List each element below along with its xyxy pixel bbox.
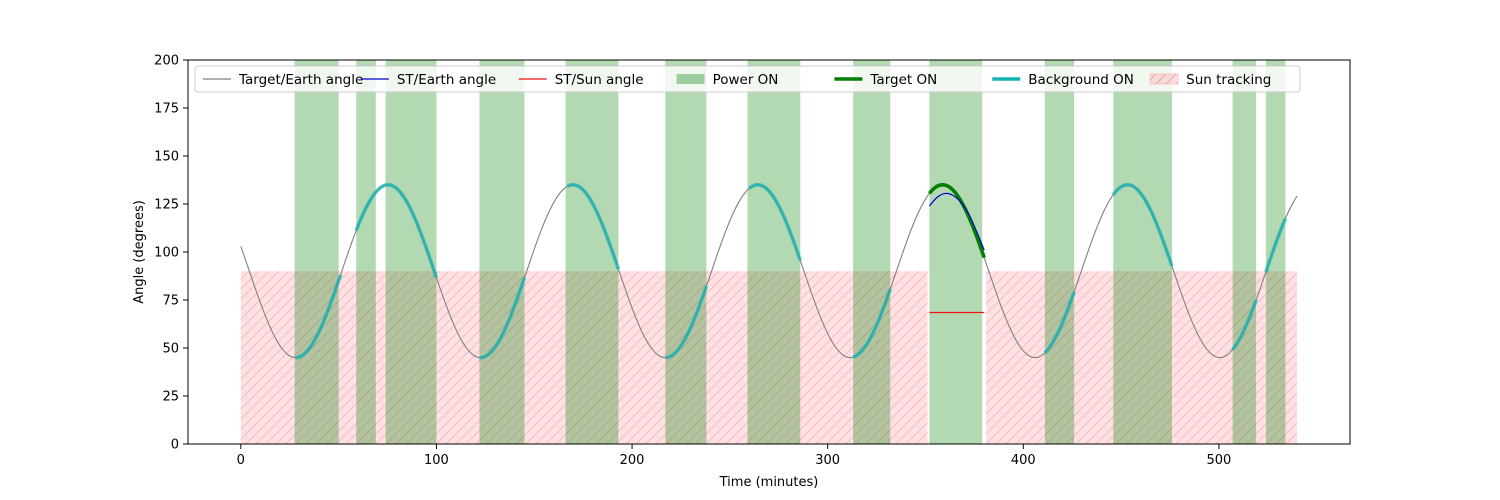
y-tick-label-100: 100 [154,246,179,261]
power-on-span-4 [565,60,619,444]
background-on-segment-2 [479,277,527,360]
legend-label-4: Target ON [869,72,937,88]
y-tick-label-25: 25 [162,390,179,405]
power-on-span-10 [1113,60,1172,444]
x-tick-label-400: 400 [1011,453,1036,468]
legend-handle-3 [676,74,705,84]
lines-layer [240,183,1298,360]
y-tick-label-0: 0 [171,438,179,453]
background-on-segment-0 [295,274,343,360]
legend-label-0: Target/Earth angle [238,72,363,88]
power-on-layer [294,60,1286,444]
legend: Target/Earth angle ST/Earth angle ST/Sun a… [194,65,1301,93]
legend-hatch-6 [1150,74,1179,84]
legend-label-1: ST/Earth angle [397,72,496,88]
power-on-span-3 [479,60,525,444]
power-on-span-8 [929,60,983,444]
legend-box [194,65,1301,93]
background-on-segment-3 [566,183,621,270]
power-on-span-9 [1044,60,1075,444]
x-tick-label-500: 500 [1207,453,1232,468]
y-tick-label-50: 50 [162,342,179,357]
y-tick-label-175: 175 [154,102,179,117]
power-on-span-1 [356,60,376,444]
background-on-segment-1 [354,183,439,279]
legend-label-2: ST/Sun angle [555,72,644,88]
power-on-span-7 [853,60,891,444]
x-tick-label-300: 300 [815,453,840,468]
st-earth-angle-line [928,192,985,251]
power-on-span-5 [665,60,707,444]
background-on-segment-7 [1043,291,1076,355]
background-on-segment-10 [1264,217,1288,273]
sun-tracking-hatch-0 [240,271,928,444]
power-on-span-12 [1265,60,1286,444]
legend-label-5: Background ON [1028,72,1134,88]
legend-label-3: Power ON [713,72,779,88]
power-on-span-6 [747,60,801,444]
background-on-segment-8 [1111,183,1174,267]
power-on-span-11 [1232,60,1257,444]
y-axis-label: Angle (degrees) [132,200,147,304]
x-tick-label-200: 200 [620,453,645,468]
y-tick-label-75: 75 [162,294,179,309]
x-tick-label-0: 0 [237,453,245,468]
y-tick-label-200: 200 [154,54,179,69]
x-tick-label-100: 100 [424,453,449,468]
legend-label-6: Sun tracking [1186,72,1271,88]
background-on-segment-4 [665,285,709,360]
y-tick-label-150: 150 [154,150,179,165]
axes-layer: 0 100 200 300 400 500 0 25 50 75 100 125 150 175 200 [154,54,1231,469]
y-tick-label-125: 125 [154,198,179,213]
power-on-span-0 [294,60,339,444]
background-on-segment-5 [748,183,803,262]
background-on-segment-6 [852,288,892,359]
target-on-segment-0 [928,183,986,259]
x-axis-label: Time (minutes) [719,475,819,490]
background-on-segment-9 [1231,299,1258,351]
